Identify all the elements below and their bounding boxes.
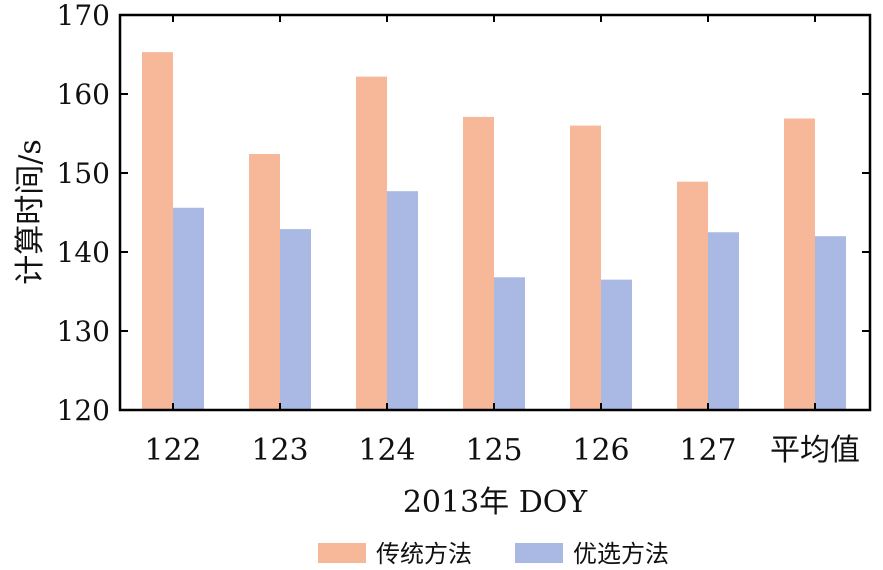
x-tick-label: 124 <box>358 433 415 468</box>
x-tick-label: 123 <box>251 433 308 468</box>
bar-traditional-1 <box>249 154 280 410</box>
bar-traditional-6 <box>784 118 815 411</box>
legend-swatch-0 <box>318 543 366 563</box>
legend-label-1: 优选方法 <box>573 540 669 568</box>
y-axis-label: 计算时间/s <box>13 139 48 285</box>
bar-optimized-0 <box>173 207 204 410</box>
bar-traditional-5 <box>677 181 708 410</box>
x-tick-label: 平均值 <box>770 433 860 468</box>
bar-traditional-2 <box>356 76 387 411</box>
y-axis: 120 130 140 150 160 170 <box>57 0 870 427</box>
bar-traditional-3 <box>463 116 494 410</box>
bar-optimized-6 <box>815 236 846 410</box>
x-tick-label: 126 <box>572 433 629 468</box>
x-tick-label: 122 <box>144 433 201 468</box>
bars-group <box>142 52 846 411</box>
x-tick-label: 125 <box>465 433 522 468</box>
bar-optimized-3 <box>494 277 525 410</box>
bar-optimized-1 <box>280 229 311 410</box>
y-tick-label: 170 <box>57 0 110 32</box>
legend-label-0: 传统方法 <box>376 540 472 568</box>
y-tick-label: 160 <box>57 78 110 111</box>
x-axis-label: 2013年 DOY <box>403 485 589 520</box>
y-tick-label: 120 <box>57 394 110 427</box>
y-tick-label: 150 <box>57 157 110 190</box>
x-axis: 122 123 124 125 126 127 平均值 <box>144 15 860 468</box>
bar-optimized-5 <box>708 232 739 410</box>
legend: 传统方法 优选方法 <box>318 540 669 568</box>
bar-traditional-4 <box>570 125 601 410</box>
x-tick-label: 127 <box>679 433 736 468</box>
legend-swatch-1 <box>515 543 563 563</box>
bar-traditional-0 <box>142 52 173 410</box>
bar-optimized-2 <box>387 191 418 410</box>
y-tick-label: 130 <box>57 315 110 348</box>
y-tick-label: 140 <box>57 236 110 269</box>
bar-optimized-4 <box>601 279 632 410</box>
